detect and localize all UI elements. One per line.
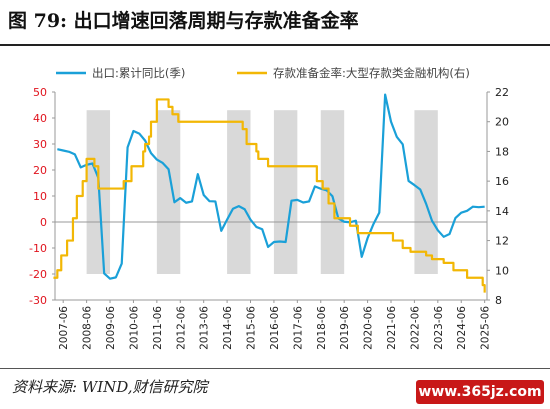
left-axis-tick-label: -30 — [29, 294, 47, 307]
right-axis-tick-label: 22 — [495, 86, 509, 99]
x-axis-tick-label: 2013-06 — [199, 306, 211, 350]
right-axis-tick-label: 14 — [495, 205, 509, 218]
shaded-period-3 — [273, 110, 298, 274]
x-axis-tick-label: 2015-06 — [246, 306, 258, 350]
right-axis-tick-label: 20 — [495, 116, 509, 129]
right-axis-tick-label: 12 — [495, 235, 509, 248]
left-axis-tick-label: 50 — [33, 86, 47, 99]
x-axis-tick-label: 2016-06 — [269, 306, 281, 350]
right-axis-tick-label: 18 — [495, 145, 509, 158]
title-divider — [0, 44, 550, 46]
chart-container: -30 -20 -10 0 10 20 30 40 50 8 10 12 14 16 18 20 22 2007-… — [0, 48, 550, 362]
left-axis-tick-label: 0 — [40, 216, 47, 229]
x-axis-tick-label: 2018-06 — [316, 306, 328, 350]
watermark-badge: www.365jz.com — [416, 380, 544, 404]
x-axis-tick-label: 2009-06 — [105, 306, 117, 350]
series-line-0 — [57, 93, 485, 280]
figure-title: 图 79: 出口增速回落周期与存款准备金率 — [8, 10, 359, 32]
source-note: 资料来源: WIND,财信研究院 — [12, 378, 208, 396]
x-axis-tick-label: 2023-06 — [433, 306, 445, 350]
right-axis-tick-label: 8 — [495, 294, 502, 307]
legend-label-1: 存款准备金率:大型存款类金融机构(右) — [273, 66, 470, 80]
series-line-1 — [53, 98, 486, 293]
footer-divider — [0, 368, 550, 369]
x-axis-tick-label: 2012-06 — [175, 306, 187, 350]
left-axis-tick-label: 10 — [33, 190, 47, 203]
legend-label-0: 出口:累计同比(季) — [92, 66, 185, 80]
x-axis-tick-label: 2025-06 — [480, 306, 492, 350]
shaded-period-2 — [227, 110, 251, 274]
x-axis-tick-label: 2022-06 — [409, 306, 421, 350]
left-axis-tick-label: 30 — [33, 138, 47, 151]
left-axis-tick-label: -20 — [29, 268, 47, 281]
shaded-period-1 — [156, 110, 181, 274]
x-axis-tick-label: 2010-06 — [128, 306, 140, 350]
x-axis-tick-label: 2020-06 — [363, 306, 375, 350]
left-axis-tick-label: 20 — [33, 164, 47, 177]
left-axis-tick-label: 40 — [33, 112, 47, 125]
right-axis-tick-label: 16 — [495, 175, 509, 188]
x-axis-tick-label: 2019-06 — [339, 306, 351, 350]
x-axis-tick-label: 2007-06 — [58, 306, 70, 350]
x-axis-tick-label: 2014-06 — [222, 306, 234, 350]
chart-svg: -30 -20 -10 0 10 20 30 40 50 8 10 12 14 16 18 20 22 2007-… — [29, 66, 509, 350]
x-axis-tick-label: 2021-06 — [386, 306, 398, 350]
x-axis-tick-label: 2011-06 — [152, 306, 164, 350]
x-axis-tick-label: 2024-06 — [456, 306, 468, 350]
shaded-period-5 — [414, 110, 438, 274]
x-axis-tick-label: 2008-06 — [82, 306, 94, 350]
left-axis-tick-label: -10 — [29, 242, 47, 255]
right-axis-tick-label: 10 — [495, 264, 509, 277]
shaded-period-4 — [320, 110, 345, 274]
x-axis-tick-label: 2017-06 — [292, 306, 304, 350]
title-bar: 图 79: 出口增速回落周期与存款准备金率 — [0, 0, 550, 38]
